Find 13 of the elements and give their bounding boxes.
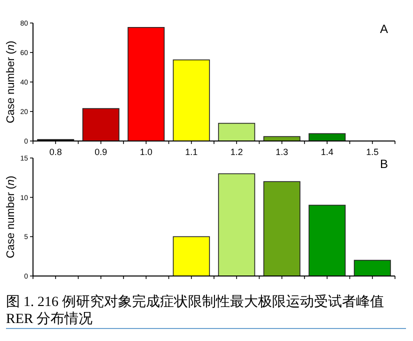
annotation: B (380, 157, 388, 171)
x-tick-label: 1.3 (276, 147, 288, 157)
x-tick-label: 1.0 (140, 147, 152, 157)
annotation: A (380, 22, 388, 36)
y-axis-title: Case number (n) (5, 176, 17, 258)
x-tick-label: 0.9 (94, 147, 108, 157)
y-axis-title: Case number (n) (5, 40, 17, 124)
caption: 图 1. 216 例研究对象完成症状限制性最大极限运动受试者峰值 RER 分布情况 (6, 294, 406, 329)
x-tick-label: 0.8 (49, 147, 62, 157)
x-tick-label: 1.1 (185, 147, 198, 157)
x-tick-label: 1.4 (320, 147, 334, 157)
x-tick-label: 1.5 (366, 147, 379, 157)
x-tick-label: 1.2 (230, 147, 243, 157)
